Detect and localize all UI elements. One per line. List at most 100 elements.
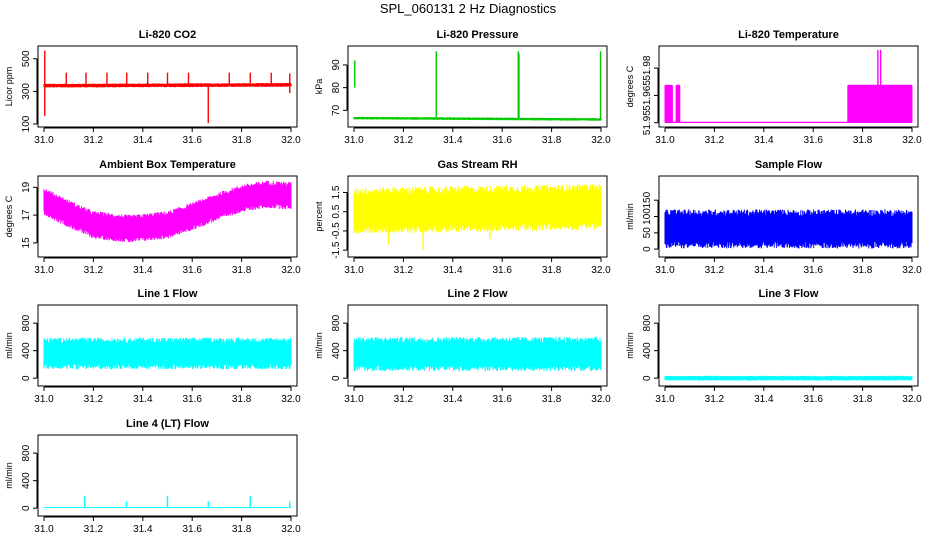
chart-title: Li-820 Pressure: [437, 29, 519, 41]
data-band: [43, 180, 292, 243]
y-tick-label: 50: [642, 227, 653, 239]
data-band: [664, 375, 913, 381]
y-axis-label: ml/min: [625, 332, 635, 359]
x-tick-label: 31.4: [754, 394, 774, 405]
plot-frame: [347, 304, 608, 387]
plot-frame: [658, 304, 919, 387]
x-tick-label: 31.2: [394, 135, 414, 146]
chart-panel: Li-820 CO2 31.0 31.2 31.4 31.6 31.8 32.0 100 300…: [4, 29, 301, 146]
x-tick-label: 31.8: [853, 135, 873, 146]
y-tick-label: 0: [331, 375, 342, 381]
data-high-block: [664, 85, 673, 123]
y-tick-label: -0.5: [331, 222, 342, 240]
x-tick-label: 31.8: [232, 524, 252, 535]
x-tick-label: 31.8: [232, 265, 252, 276]
x-tick-label: 31.6: [182, 265, 202, 276]
chart-title: Line 2 Flow: [448, 288, 508, 300]
data-band: [353, 336, 602, 372]
chart-panel: Li-820 Temperature 31.0 31.2 31.4 31.6 31.8 32…: [625, 29, 922, 146]
chart-panel: Ambient Box Temperature 31.0 31.2 31.4 31.6 3…: [4, 159, 301, 276]
plot-frame: [658, 45, 919, 128]
chart-panel: Gas Stream RH 31.0 31.2 31.4 31.6 31.8 32.0 -1.…: [314, 159, 611, 276]
series-8: [664, 375, 913, 381]
y-tick-label: 800: [331, 314, 342, 331]
y-tick-label: -1.5: [331, 241, 342, 259]
x-tick-label: 31.0: [655, 394, 675, 405]
x-tick-label: 31.0: [344, 135, 364, 146]
y-axis-label: ml/min: [314, 332, 324, 359]
x-tick-label: 32.0: [902, 265, 922, 276]
x-tick-label: 31.6: [492, 135, 512, 146]
x-tick-label: 31.2: [84, 135, 104, 146]
data-high-block: [675, 85, 681, 123]
y-tick-label: 500: [21, 50, 32, 67]
y-tick-label: 80: [331, 82, 342, 94]
series-3: [43, 180, 292, 243]
chart-title: Ambient Box Temperature: [99, 159, 236, 171]
x-tick-label: 31.0: [344, 265, 364, 276]
data-band: [353, 184, 602, 234]
x-tick-label: 31.0: [344, 394, 364, 405]
chart-panel: Line 1 Flow 31.0 31.2 31.4 31.6 31.8 32.0 0 400 8…: [4, 288, 301, 405]
x-tick-label: 31.6: [182, 394, 202, 405]
y-tick-label: 0: [21, 375, 32, 381]
x-tick-label: 31.8: [853, 394, 873, 405]
x-tick-label: 31.8: [232, 394, 252, 405]
data-band: [43, 337, 292, 370]
chart-title: Li-820 Temperature: [738, 29, 839, 41]
x-tick-label: 31.8: [542, 265, 562, 276]
plot-frame: [37, 304, 298, 387]
y-tick-label: 400: [331, 342, 342, 359]
y-tick-label: 0.5: [331, 204, 342, 218]
x-tick-label: 32.0: [591, 265, 611, 276]
y-tick-label: 90: [331, 59, 342, 71]
series-0: [43, 50, 292, 124]
x-tick-label: 31.2: [394, 394, 414, 405]
y-tick-label: 400: [642, 342, 653, 359]
chart-panel: Li-820 Pressure 31.0 31.2 31.4 31.6 31.8 32.0 7…: [314, 29, 611, 146]
x-tick-label: 32.0: [281, 524, 301, 535]
x-tick-label: 31.2: [84, 394, 104, 405]
x-tick-label: 31.6: [803, 135, 823, 146]
y-tick-label: 17: [21, 209, 32, 221]
y-tick-label: 0: [642, 246, 653, 252]
x-tick-label: 31.2: [84, 524, 104, 535]
x-tick-label: 31.4: [443, 394, 463, 405]
x-tick-label: 31.8: [232, 135, 252, 146]
plot-frame: [37, 175, 298, 258]
y-axis-label: Licor ppm: [4, 67, 14, 107]
y-axis-label: ml/min: [4, 462, 14, 489]
y-tick-label: 19: [21, 181, 32, 193]
x-tick-label: 32.0: [902, 135, 922, 146]
x-tick-label: 31.2: [705, 265, 725, 276]
chart-panel: Sample Flow 31.0 31.2 31.4 31.6 31.8 32.0 0 50 10…: [625, 159, 922, 276]
series-9: [43, 495, 292, 509]
x-tick-label: 32.0: [281, 135, 301, 146]
y-tick-label: 800: [642, 314, 653, 331]
page-title: SPL_060131 2 Hz Diagnostics: [379, 1, 557, 16]
x-tick-label: 31.8: [542, 135, 562, 146]
x-tick-label: 32.0: [902, 394, 922, 405]
y-axis-label: ml/min: [4, 332, 14, 359]
x-tick-label: 31.6: [803, 265, 823, 276]
x-tick-label: 31.6: [182, 524, 202, 535]
y-tick-label: 800: [21, 314, 32, 331]
x-tick-label: 32.0: [281, 265, 301, 276]
x-tick-label: 31.0: [34, 394, 54, 405]
x-tick-label: 31.4: [443, 135, 463, 146]
y-axis-label: kPa: [314, 79, 324, 95]
y-tick-label: 100: [642, 208, 653, 225]
y-tick-label: 15: [21, 237, 32, 249]
x-tick-label: 31.6: [803, 394, 823, 405]
y-tick-label: 51.95: [642, 110, 653, 135]
chart-title: Line 3 Flow: [759, 288, 819, 300]
chart-panel: Line 4 (LT) Flow 31.0 31.2 31.4 31.6 31.8 32.0…: [4, 418, 301, 535]
y-tick-label: 150: [642, 191, 653, 208]
y-tick-label: 70: [331, 104, 342, 116]
data-band: [353, 116, 602, 121]
series-6: [43, 337, 292, 370]
plot-frame: [347, 45, 608, 128]
x-tick-label: 31.4: [443, 265, 463, 276]
x-tick-label: 31.2: [84, 265, 104, 276]
x-tick-label: 31.0: [34, 265, 54, 276]
